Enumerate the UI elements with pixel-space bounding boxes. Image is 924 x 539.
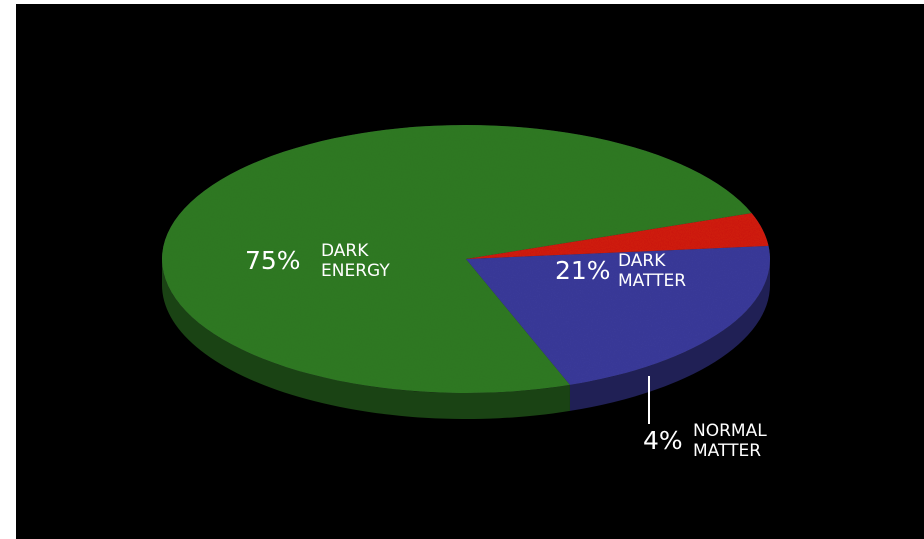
pie-slice-normal-matter — [466, 213, 769, 259]
chart-frame: 75% DARK ENERGY 21% DARK MATTER 4% NORMAL MATTER — [16, 4, 924, 539]
pie-slice-dark-energy — [162, 125, 752, 394]
slice-category-label: DARK — [321, 241, 369, 261]
slice-category-label: NORMAL — [693, 421, 767, 441]
slice-category-label: MATTER — [618, 271, 686, 291]
pie-slice-dark-matter — [466, 245, 770, 385]
slice-value-label: 75% — [245, 246, 301, 275]
slice-value-label: 21% — [555, 256, 611, 285]
slice-category-label: MATTER — [693, 441, 761, 461]
slice-category-label: DARK — [618, 251, 666, 271]
slice-value-label: 4% — [643, 426, 683, 455]
slice-category-label: ENERGY — [321, 261, 390, 281]
pie-side-dark-matter — [569, 259, 770, 411]
pie-side-dark-energy — [162, 259, 570, 420]
